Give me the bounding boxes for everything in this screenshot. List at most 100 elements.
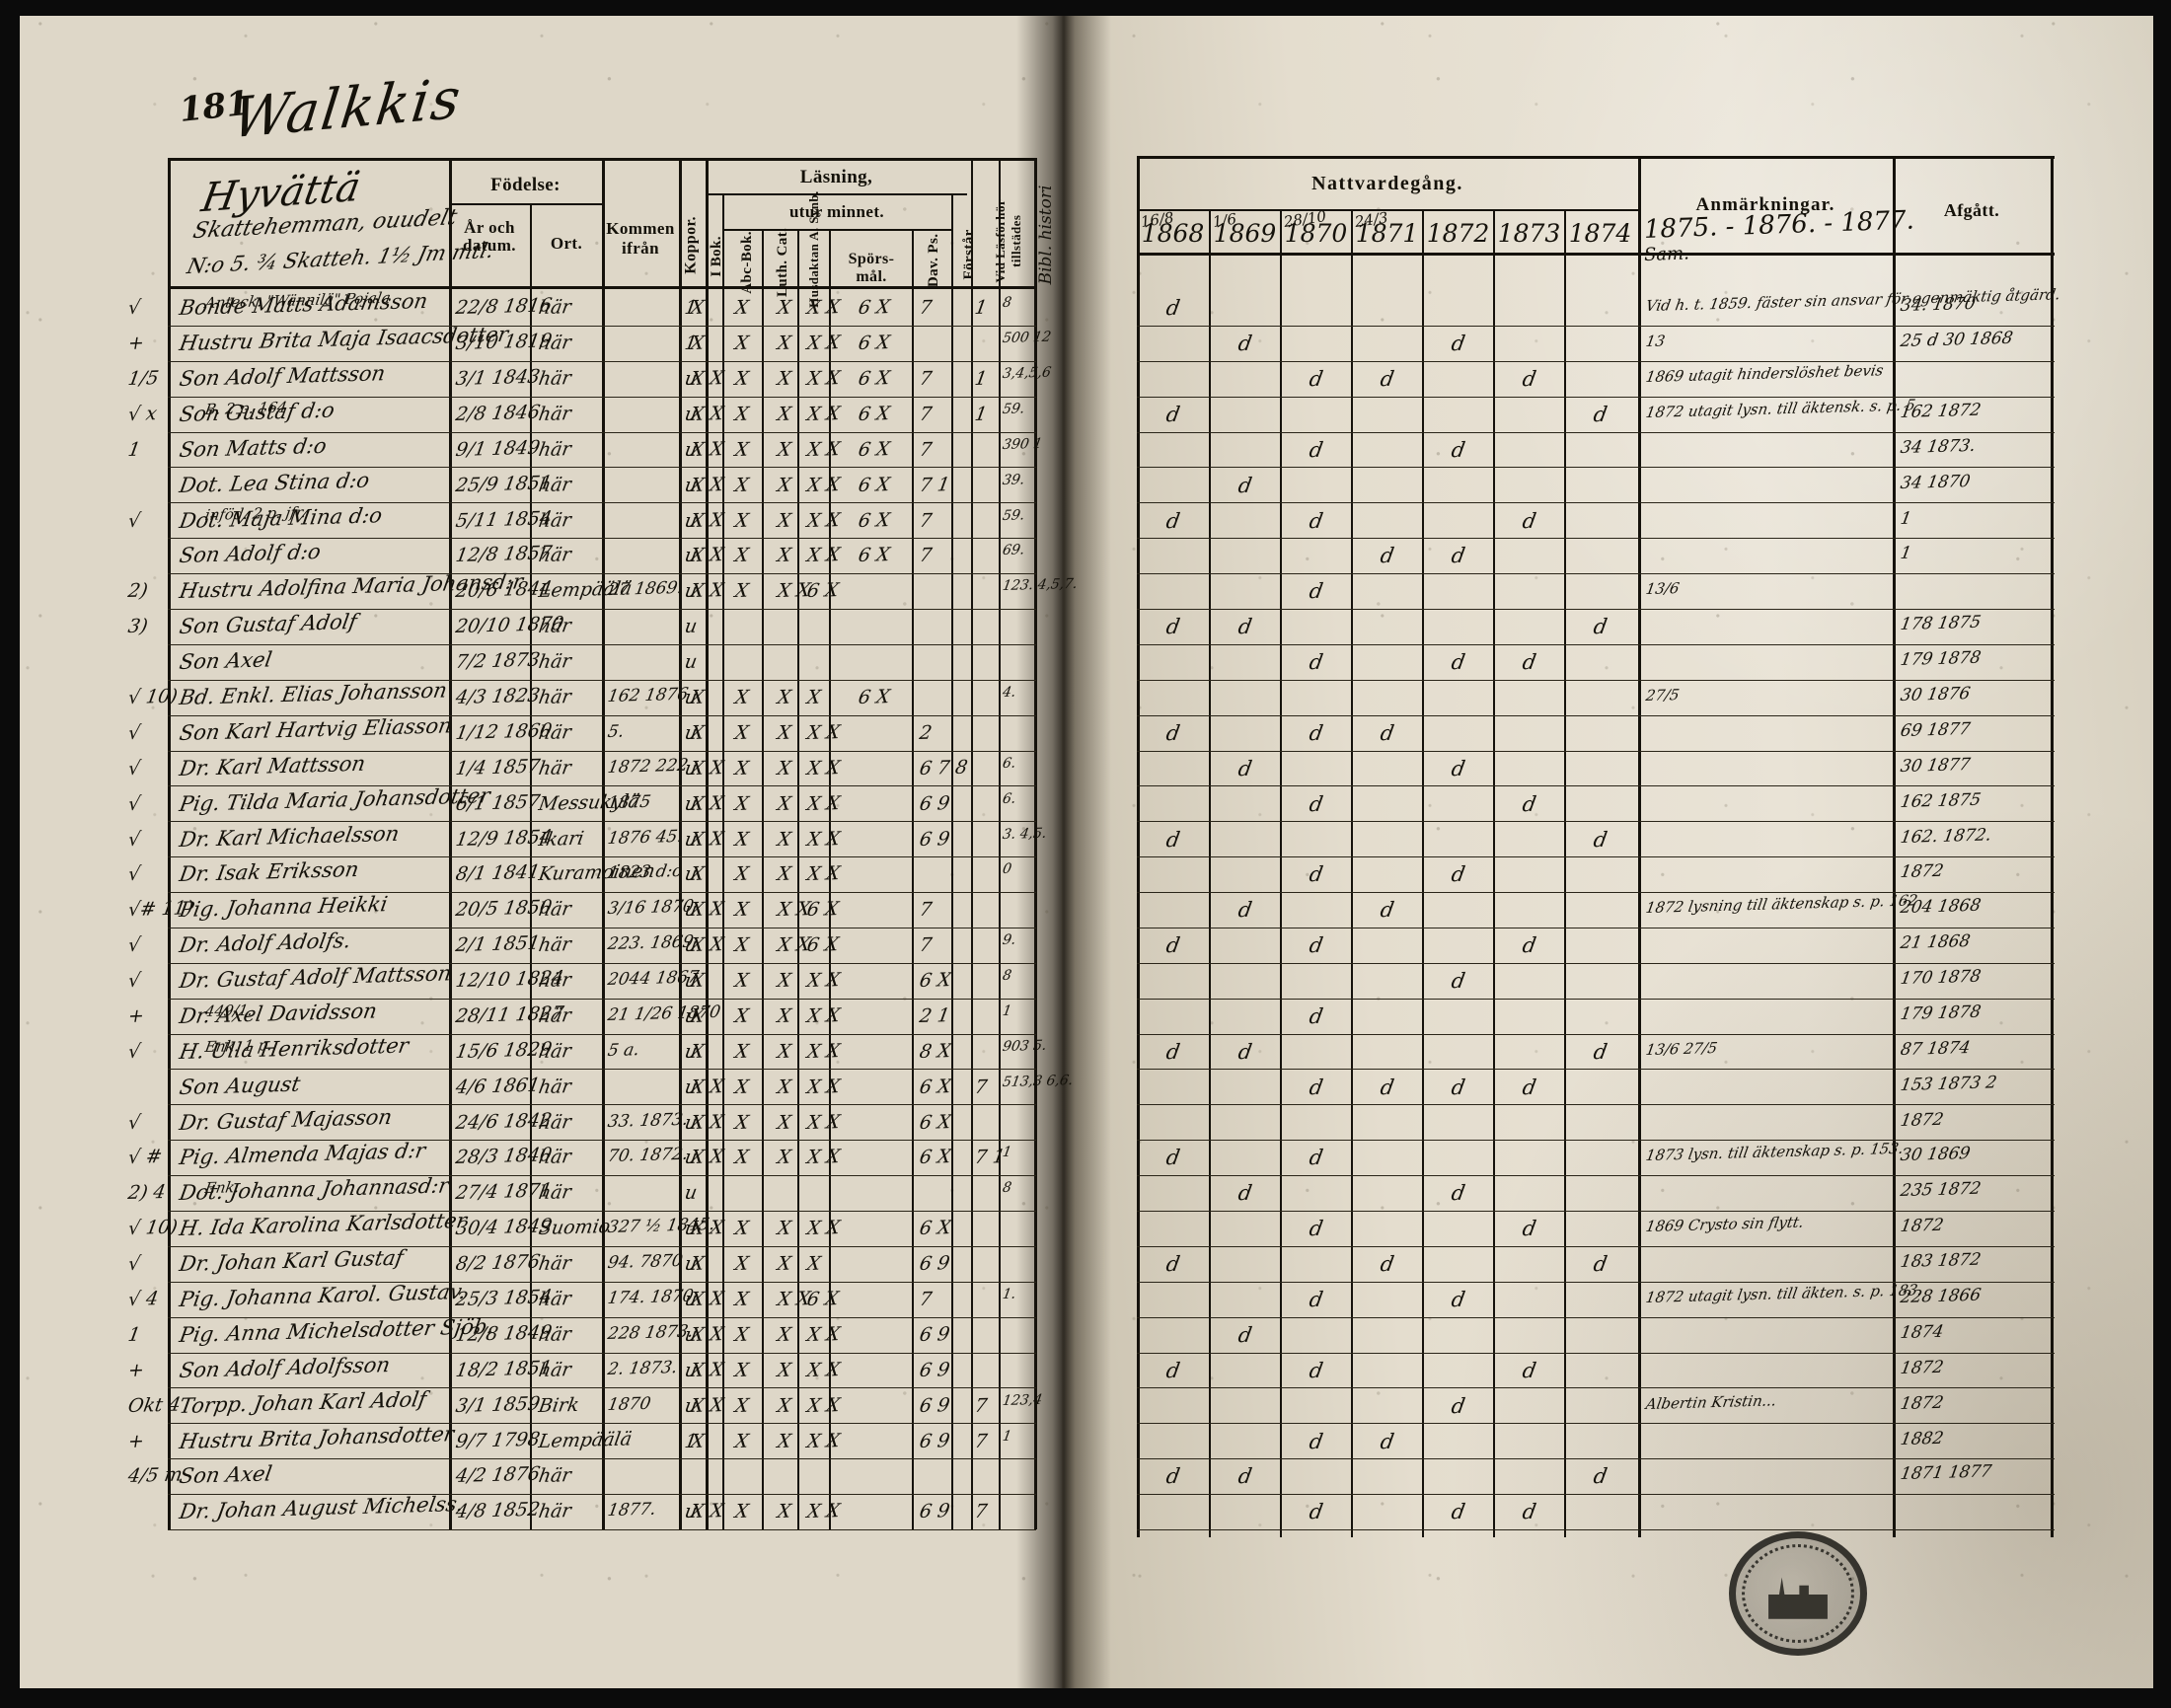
row-mark: 3) <box>126 615 150 638</box>
reading-mark: X X <box>689 756 725 780</box>
row-rule <box>168 1316 1036 1318</box>
reading-mark: X X <box>689 1358 725 1381</box>
reading-mark: X X <box>805 296 842 320</box>
header-koppor: Koppor. <box>682 216 700 274</box>
reading-mark: X X <box>805 508 842 532</box>
row-rule <box>1137 1352 2055 1354</box>
reading-mark: X X <box>805 473 842 496</box>
dav-ps-mark: 6 9 <box>918 791 952 815</box>
birth-date: 7/2 1873 <box>454 648 542 674</box>
scan-edge-right <box>2153 0 2171 1708</box>
person-name: Dr. Karl Mattsson <box>178 751 368 780</box>
reading-mark: 6 X <box>857 402 892 425</box>
row-rule <box>1137 1069 2055 1071</box>
left-grid-left-border <box>168 158 171 1529</box>
birth-date: 4/3 1823 <box>454 684 542 709</box>
dav-ps-mark: 6 9 <box>918 827 952 851</box>
reading-mark: X X <box>689 1075 725 1098</box>
row-rule <box>1137 1245 2055 1247</box>
header-husandakt: Husdaktan A. Synb. <box>806 190 822 308</box>
birth-date: 1/4 1857 <box>454 755 542 780</box>
person-name: Dot. Lea Stina d:o <box>178 468 372 497</box>
reading-mark: 6 X <box>805 933 841 957</box>
row-rule <box>168 821 1036 823</box>
departed-ref: 21 1868 <box>1899 931 1972 954</box>
row-mark: √ 10) <box>126 1216 180 1240</box>
birth-place: här <box>537 1288 573 1311</box>
present-mark: 6. <box>1001 755 1017 772</box>
col-sep-husandakt-spors <box>829 229 831 1529</box>
row-rule <box>1137 962 2055 964</box>
departed-ref: 178 1875 <box>1899 612 1983 635</box>
archive-stamp <box>1729 1531 1867 1656</box>
dav-ps-mark: 6 X <box>918 969 953 993</box>
communion-year-1873: 1873 <box>1497 219 1561 248</box>
dav-ps-mark: 6 9 <box>918 1429 952 1452</box>
dav-ps-mark: 6 X <box>918 1217 953 1240</box>
reading-mark: 6 X <box>805 898 841 922</box>
reading-mark: X X <box>805 1039 842 1063</box>
row-mark: √ 10) <box>126 685 180 709</box>
departed-ref: 87 1874 <box>1899 1037 1972 1060</box>
birth-date: 4/2 1876 <box>454 1463 542 1488</box>
communion-year-1870: 1870 <box>1284 219 1348 248</box>
birth-place: här <box>537 1075 573 1098</box>
birth-place: här <box>537 1500 573 1523</box>
row-rule <box>1137 750 2055 752</box>
person-name: Son Axel <box>178 647 274 675</box>
communion-year-1871: 1871 <box>1355 219 1419 248</box>
reading-mark: X X <box>689 933 725 957</box>
departed-ref: 69 1877 <box>1899 718 1972 741</box>
row-rule <box>1137 1458 2055 1460</box>
row-mark: Okt 4 <box>126 1393 183 1417</box>
row-mark: 4/5 m <box>126 1463 185 1488</box>
row-rule <box>1137 856 2055 858</box>
birth-date: 2/8 1846 <box>454 401 542 425</box>
present-mark: 6. <box>1001 790 1017 807</box>
birth-date: 3/1 1843 <box>454 365 542 391</box>
row-mark: √ 4 <box>126 1288 161 1311</box>
col-sep-place-from <box>602 158 605 1529</box>
col-sep-1870-1871 <box>1351 209 1353 1537</box>
row-rule <box>1137 502 2055 504</box>
dav-ps-mark: 6 X <box>918 1075 953 1098</box>
row-rule <box>1137 643 2055 645</box>
row-rule <box>168 643 1036 645</box>
row-rule <box>168 1033 1036 1035</box>
present-mark: 513,3 6,6. <box>1001 1072 1075 1090</box>
moved-from: 1823 d:o <box>606 861 685 884</box>
reading-mark: X X <box>689 437 725 461</box>
reading-mark: X X <box>805 367 842 391</box>
reading-mark: X X <box>689 402 725 425</box>
header-forstar: Förstår <box>961 229 978 280</box>
right-grid-header-bottom <box>1137 253 2055 256</box>
row-rule <box>168 962 1036 964</box>
row-rule <box>1137 785 2055 787</box>
row-rule <box>168 1104 1036 1106</box>
row-rule <box>168 608 1036 610</box>
stamp-ring <box>1742 1544 1854 1643</box>
departed-ref: 204 1868 <box>1899 895 1983 919</box>
communion-year-1869: 1869 <box>1213 219 1277 248</box>
reading-mark: X X <box>805 437 842 461</box>
col-sep-forstar <box>971 158 973 1529</box>
reading-mark: X X <box>689 544 725 567</box>
header-födelse: Födelse: <box>490 175 561 195</box>
departed-ref: 34 1870 <box>1899 471 1972 493</box>
birth-place: här <box>537 933 573 957</box>
row-rule <box>1137 431 2055 433</box>
departed-ref: 1872 <box>1899 1392 1945 1414</box>
birth-place: här <box>537 1003 573 1027</box>
header-nattvardegang: Nattvardegång. <box>1311 173 1463 194</box>
row-mark: 1/5 <box>126 367 161 391</box>
departed-ref: 235 1872 <box>1899 1179 1983 1202</box>
row-rule <box>168 1175 1036 1177</box>
scan-edge-left <box>0 0 20 1708</box>
birth-place: här <box>537 1322 573 1346</box>
reading-mark: X X <box>805 1322 842 1346</box>
communion-year-1872: 1872 <box>1426 219 1490 248</box>
col-sep-years-notes <box>1638 156 1641 1537</box>
reading-mark: X X <box>689 1322 725 1346</box>
birth-place: här <box>537 1039 573 1063</box>
moved-from: 94. 7870 <box>606 1250 685 1274</box>
